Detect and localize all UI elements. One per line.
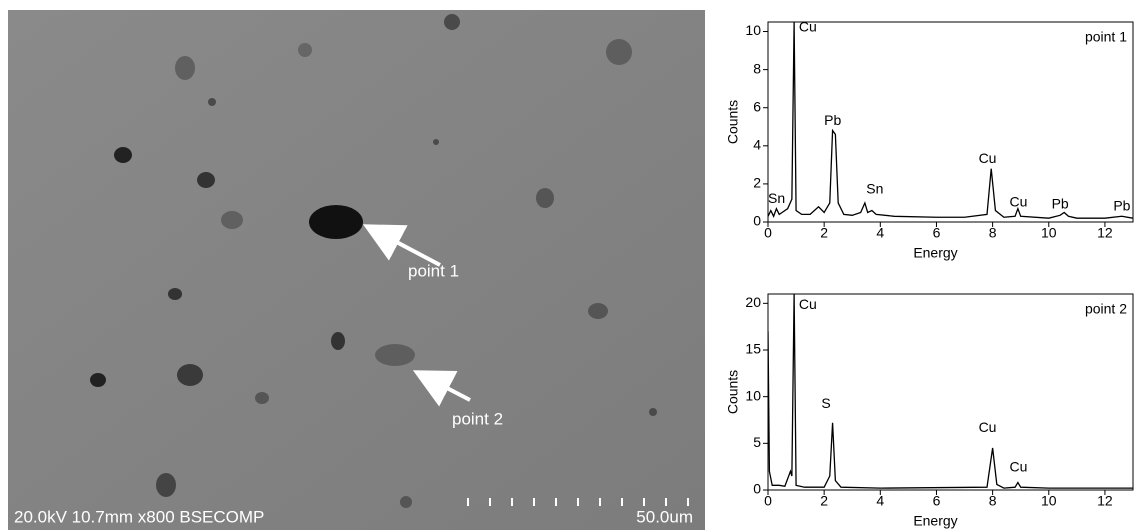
panel-label: point 1 <box>1085 29 1127 45</box>
y-tick-label: 2 <box>753 175 761 191</box>
peak-label: Cu <box>799 18 817 34</box>
point-label: point 2 <box>452 409 503 428</box>
x-tick-label: 4 <box>876 225 884 241</box>
arrow <box>362 224 441 267</box>
peak-label: Cu <box>1009 458 1027 474</box>
y-tick-label: 4 <box>753 137 761 153</box>
y-axis-label: Counts <box>725 100 741 144</box>
chart: 0 2 4 6 8 10 12 0 2 4 6 8 10 Energy Counts point 1 Cu Pb S… <box>725 18 1134 261</box>
peak-label: Sn <box>866 180 883 196</box>
peak-label: Cu <box>979 150 997 166</box>
arrow <box>412 370 471 407</box>
x-tick-label: 12 <box>1097 493 1113 509</box>
x-tick-label: 8 <box>989 493 997 509</box>
x-tick-label: 10 <box>1041 225 1057 241</box>
x-tick-label: 10 <box>1041 493 1057 509</box>
plot-frame <box>767 21 1134 223</box>
x-tick-label: 2 <box>820 225 828 241</box>
peak-label: Pb <box>1052 196 1069 212</box>
spectrum-line <box>768 294 1133 489</box>
peak-label: Cu <box>979 419 997 435</box>
x-tick-label: 12 <box>1097 225 1113 241</box>
peak-label: Pb <box>1113 197 1130 213</box>
y-tick-label: 20 <box>745 294 761 310</box>
y-tick-label: 5 <box>753 434 761 450</box>
sem-background <box>8 10 705 530</box>
scale-label: 50.0um <box>636 507 693 526</box>
peak-label: Cu <box>799 296 817 312</box>
x-tick-label: 0 <box>764 225 772 241</box>
y-tick-label: 0 <box>753 213 761 229</box>
y-axis-label: Counts <box>725 370 741 414</box>
sem-image: point 1 point 2 20.0kV 10.7mm x800 BSECO… <box>8 10 705 530</box>
peak-label: Pb <box>824 112 841 128</box>
peak-label: S <box>821 395 830 411</box>
peak-label: Sn <box>768 190 785 206</box>
sem-caption: 20.0kV 10.7mm x800 BSECOMP <box>14 507 264 526</box>
chart: 0 2 4 6 8 10 12 0 5 10 15 20 Energy Counts point 2 Cu S C… <box>725 293 1134 529</box>
y-tick-label: 6 <box>753 98 761 114</box>
y-tick-label: 15 <box>745 341 761 357</box>
x-tick-label: 4 <box>876 493 884 509</box>
spectrum-line <box>768 22 1133 219</box>
x-tick-label: 0 <box>764 493 772 509</box>
y-tick-label: 0 <box>753 481 761 497</box>
y-tick-label: 10 <box>745 387 761 403</box>
peak-label: Cu <box>1009 194 1027 210</box>
x-tick-label: 8 <box>989 225 997 241</box>
point-label: point 1 <box>408 261 459 280</box>
x-tick-label: 6 <box>933 225 941 241</box>
y-tick-label: 10 <box>745 22 761 38</box>
y-tick-label: 8 <box>753 60 761 76</box>
plot-frame <box>767 293 1134 491</box>
panel-label: point 2 <box>1085 301 1127 317</box>
x-axis-label: Energy <box>913 513 957 529</box>
x-axis-label: Energy <box>913 245 957 261</box>
x-tick-label: 6 <box>933 493 941 509</box>
x-tick-label: 2 <box>820 493 828 509</box>
particles <box>90 14 657 508</box>
scale-bar <box>467 498 689 506</box>
